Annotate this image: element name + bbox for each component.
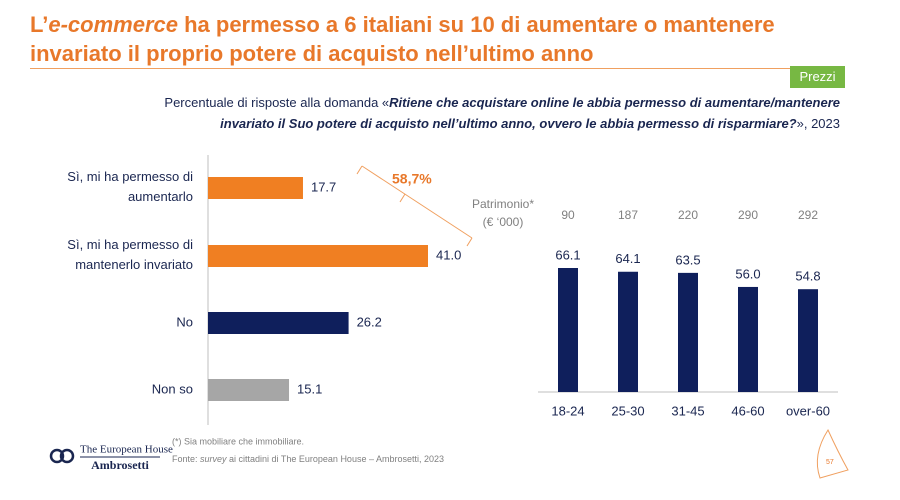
- annotation: 58,7%: [392, 171, 432, 187]
- tag: Prezzi: [790, 66, 845, 88]
- title-text: invariato il proprio potere di acquisto …: [30, 41, 594, 66]
- value-label: 64.1: [615, 251, 640, 266]
- category-label: Sì, mi ha permesso di aumentarlo: [67, 169, 193, 204]
- value-label: 66.1: [555, 247, 580, 262]
- value-label: 15.1: [297, 381, 322, 396]
- subtitle-question: Ritiene che acquistare online le abbia p…: [389, 95, 840, 110]
- category-label: Non so: [152, 381, 193, 396]
- bar: [738, 286, 758, 392]
- footnote: (*) Sia mobiliare che immobiliare.: [172, 436, 304, 446]
- value-label: 54.8: [795, 269, 820, 284]
- bar: [558, 268, 578, 392]
- title-rule: [30, 68, 845, 69]
- page-number: 57: [826, 459, 834, 466]
- value-label: 41.0: [436, 247, 461, 262]
- subtitle: Percentuale di risposte alla domanda «Ri…: [164, 92, 840, 134]
- category-label: over-60: [786, 403, 830, 418]
- title-text: ha permesso a 6 italiani su 10 di aument…: [177, 12, 775, 37]
- footnote-text: Fonte:: [172, 454, 200, 464]
- patrimonio-value: 290: [738, 208, 758, 222]
- value-label: 63.5: [675, 252, 700, 267]
- category-label: 25-30: [611, 403, 644, 418]
- category-label: 31-45: [671, 403, 704, 418]
- patrimonio-value: 90: [561, 208, 575, 222]
- bracket: [356, 165, 473, 247]
- value-label: 17.7: [311, 179, 336, 194]
- category-label: Sì, mi ha permesso di mantenerlo invariat…: [67, 237, 193, 272]
- bar: [678, 272, 698, 392]
- patrimonio-value: 220: [678, 208, 698, 222]
- bar: [208, 245, 428, 267]
- patrimonio-label: Patrimonio*: [472, 197, 534, 211]
- subtitle-text: Percentuale di risposte alla domanda «: [164, 95, 390, 110]
- bar: [208, 312, 349, 334]
- title-text: L’: [30, 12, 49, 37]
- value-label: 56.0: [735, 266, 760, 281]
- category-label: 46-60: [731, 403, 764, 418]
- footnote: Fonte: survey ai cittadini di The Europe…: [172, 454, 444, 464]
- logo-text: Ambrosetti: [91, 458, 149, 472]
- patrimonio-unit: (€ ‘000): [483, 215, 524, 229]
- subtitle-question: invariato il Suo potere di acquisto nell…: [220, 116, 797, 131]
- patrimonio-value: 187: [618, 208, 638, 222]
- logo-icon: [49, 448, 75, 464]
- title: L’e-commerce ha permesso a 6 italiani su…: [30, 10, 775, 68]
- category-label: 18-24: [551, 403, 584, 418]
- bar: [208, 379, 290, 401]
- subtitle-text: », 2023: [796, 116, 840, 131]
- category-label: No: [176, 314, 193, 329]
- logo-text: The European House: [80, 444, 173, 456]
- title-text: e-commerce: [48, 12, 178, 37]
- bar: [208, 177, 303, 199]
- footnote-text: ai cittadini di The European House – Amb…: [227, 454, 444, 464]
- patrimonio-value: 292: [798, 208, 818, 222]
- footnote-text: survey: [200, 454, 227, 464]
- sail-icon: [816, 428, 849, 479]
- bar: [798, 289, 818, 392]
- value-label: 26.2: [357, 314, 382, 329]
- bar: [618, 271, 638, 392]
